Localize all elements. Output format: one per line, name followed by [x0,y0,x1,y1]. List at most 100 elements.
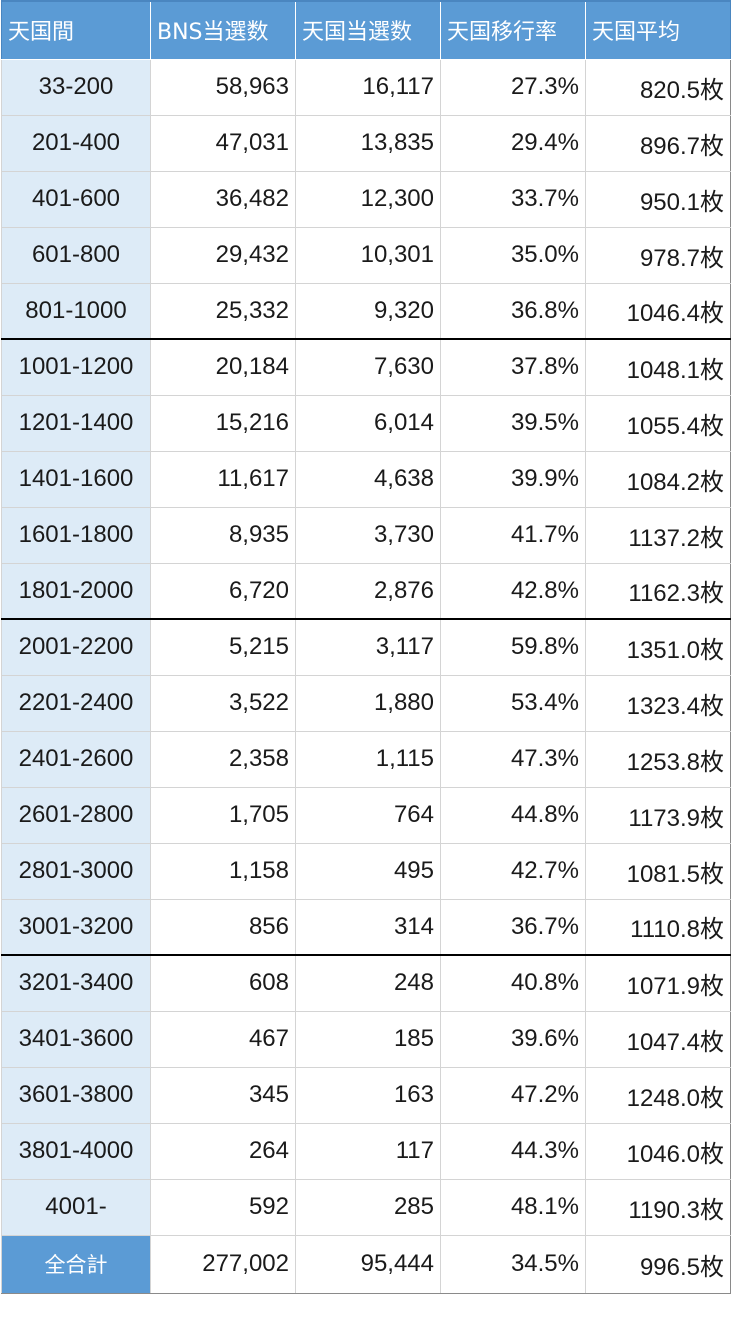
table-row: 4001- 592 285 48.1% 1190.3枚 [1,1178,731,1236]
heaven-count-cell: 12,300 [295,170,441,228]
table-row: 33-200 58,963 16,117 27.3% 820.5枚 [1,58,731,116]
range-cell: 401-600 [1,170,151,228]
heaven-rate-cell: 35.0% [440,226,586,284]
range-cell: 1201-1400 [1,394,151,452]
heaven-rate-cell: 42.7% [440,842,586,900]
table-row: 3201-3400 608 248 40.8% 1071.9枚 [1,954,731,1012]
range-cell: 1801-2000 [1,562,151,620]
heaven-count-cell: 10,301 [295,226,441,284]
heaven-rate-cell: 59.8% [440,618,586,676]
bonus-count-cell: 1,705 [150,786,296,844]
range-cell: 2801-3000 [1,842,151,900]
table-row: 3001-3200 856 314 36.7% 1110.8枚 [1,898,731,956]
heaven-count-cell: 314 [295,898,441,956]
heaven-rate-cell: 36.7% [440,898,586,956]
heaven-rate-cell: 33.7% [440,170,586,228]
heaven-average-cell: 1351.0枚 [585,618,731,676]
bonus-count-cell: 1,158 [150,842,296,900]
bonus-count-cell: 15,216 [150,394,296,452]
range-cell: 33-200 [1,58,151,116]
heaven-count-cell: 16,117 [295,58,441,116]
range-cell: 1401-1600 [1,450,151,508]
stats-table: 天国間 BNS当選数 天国当選数 天国移行率 天国平均 33-200 58,96… [1,0,731,1294]
table-row: 801-1000 25,332 9,320 36.8% 1046.4枚 [1,282,731,340]
heaven-average-cell: 1137.2枚 [585,506,731,564]
range-cell: 201-400 [1,114,151,172]
heaven-average-cell: 1173.9枚 [585,786,731,844]
heaven-average-cell: 1046.4枚 [585,282,731,340]
table-row: 1201-1400 15,216 6,014 39.5% 1055.4枚 [1,394,731,452]
bonus-count-cell: 592 [150,1178,296,1236]
range-cell: 2201-2400 [1,674,151,732]
heaven-average-cell: 1071.9枚 [585,954,731,1012]
total-heaven-average: 996.5枚 [585,1234,731,1294]
total-bonus-count: 277,002 [150,1234,296,1294]
table-row: 401-600 36,482 12,300 33.7% 950.1枚 [1,170,731,228]
table-row: 1401-1600 11,617 4,638 39.9% 1084.2枚 [1,450,731,508]
heaven-rate-cell: 39.6% [440,1010,586,1068]
header-row: 天国間 BNS当選数 天国当選数 天国移行率 天国平均 [1,0,731,60]
range-cell: 1001-1200 [1,338,151,396]
range-cell: 3201-3400 [1,954,151,1012]
table-row: 2401-2600 2,358 1,115 47.3% 1253.8枚 [1,730,731,788]
heaven-rate-cell: 47.2% [440,1066,586,1124]
table-row: 3801-4000 264 117 44.3% 1046.0枚 [1,1122,731,1180]
heaven-rate-cell: 39.5% [440,394,586,452]
heaven-average-cell: 1190.3枚 [585,1178,731,1236]
heaven-average-cell: 1323.4枚 [585,674,731,732]
heaven-average-cell: 896.7枚 [585,114,731,172]
heaven-rate-cell: 44.3% [440,1122,586,1180]
range-cell: 3001-3200 [1,898,151,956]
heaven-average-cell: 1055.4枚 [585,394,731,452]
total-heaven-rate: 34.5% [440,1234,586,1294]
heaven-average-cell: 1047.4枚 [585,1010,731,1068]
heaven-count-cell: 248 [295,954,441,1012]
total-row: 全合計 277,002 95,444 34.5% 996.5枚 [1,1234,731,1294]
range-cell: 1601-1800 [1,506,151,564]
heaven-average-cell: 1084.2枚 [585,450,731,508]
bonus-count-cell: 29,432 [150,226,296,284]
bonus-count-cell: 2,358 [150,730,296,788]
heaven-count-cell: 117 [295,1122,441,1180]
table-row: 2801-3000 1,158 495 42.7% 1081.5枚 [1,842,731,900]
bonus-count-cell: 20,184 [150,338,296,396]
heaven-count-cell: 3,730 [295,506,441,564]
table-row: 2601-2800 1,705 764 44.8% 1173.9枚 [1,786,731,844]
range-cell: 3801-4000 [1,1122,151,1180]
table-row: 3601-3800 345 163 47.2% 1248.0枚 [1,1066,731,1124]
bonus-count-cell: 58,963 [150,58,296,116]
bonus-count-cell: 345 [150,1066,296,1124]
heaven-count-cell: 285 [295,1178,441,1236]
range-cell: 3601-3800 [1,1066,151,1124]
heaven-count-cell: 2,876 [295,562,441,620]
heaven-count-cell: 495 [295,842,441,900]
table-row: 601-800 29,432 10,301 35.0% 978.7枚 [1,226,731,284]
heaven-count-cell: 1,115 [295,730,441,788]
header-bonus-count: BNS当選数 [150,0,296,60]
heaven-rate-cell: 29.4% [440,114,586,172]
bonus-count-cell: 608 [150,954,296,1012]
bonus-count-cell: 467 [150,1010,296,1068]
heaven-count-cell: 9,320 [295,282,441,340]
heaven-average-cell: 1081.5枚 [585,842,731,900]
heaven-average-cell: 1162.3枚 [585,562,731,620]
range-cell: 2401-2600 [1,730,151,788]
range-cell: 601-800 [1,226,151,284]
bonus-count-cell: 264 [150,1122,296,1180]
bonus-count-cell: 5,215 [150,618,296,676]
table-row: 3401-3600 467 185 39.6% 1047.4枚 [1,1010,731,1068]
total-heaven-count: 95,444 [295,1234,441,1294]
table-row: 201-400 47,031 13,835 29.4% 896.7枚 [1,114,731,172]
heaven-rate-cell: 36.8% [440,282,586,340]
heaven-count-cell: 163 [295,1066,441,1124]
bonus-count-cell: 25,332 [150,282,296,340]
heaven-count-cell: 764 [295,786,441,844]
heaven-average-cell: 820.5枚 [585,58,731,116]
bonus-count-cell: 11,617 [150,450,296,508]
range-cell: 2601-2800 [1,786,151,844]
heaven-rate-cell: 27.3% [440,58,586,116]
heaven-count-cell: 13,835 [295,114,441,172]
bonus-count-cell: 47,031 [150,114,296,172]
total-label: 全合計 [1,1234,151,1294]
bonus-count-cell: 8,935 [150,506,296,564]
